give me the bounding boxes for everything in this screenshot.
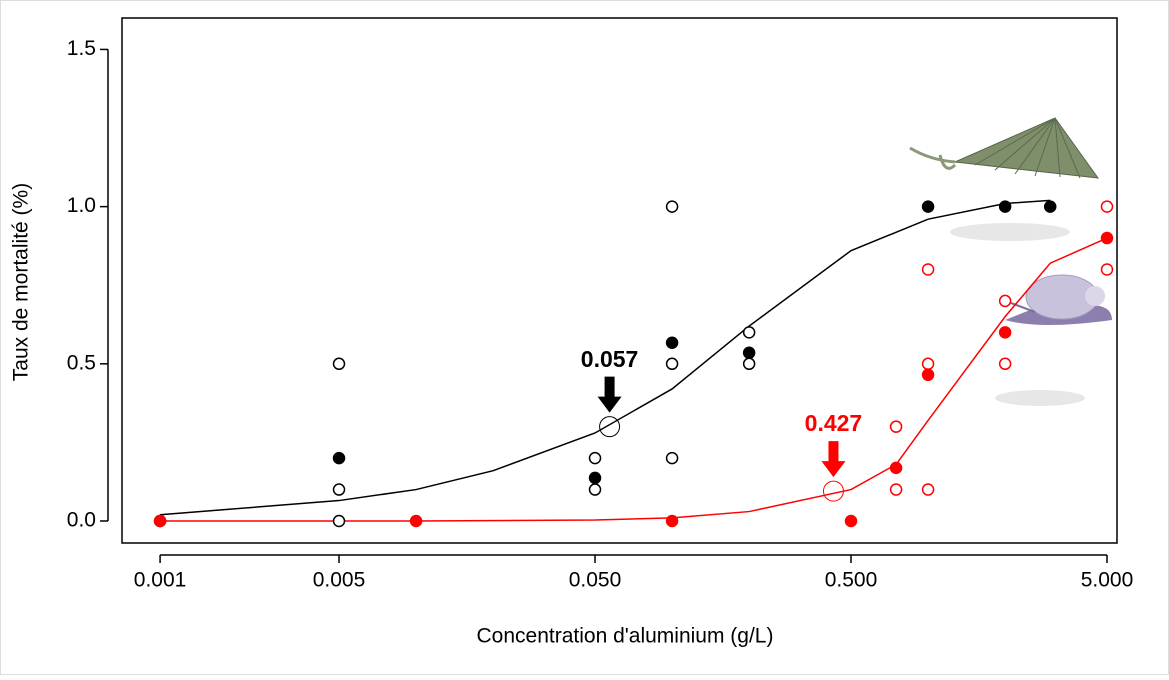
annotation-label: 0.427: [805, 410, 863, 436]
data-point: [889, 461, 903, 475]
ec50-marker: [599, 416, 621, 438]
fit-curve: [160, 237, 1108, 522]
data-point: [665, 451, 679, 465]
data-point: [332, 483, 346, 496]
data-point: [665, 514, 679, 528]
data-point: [153, 514, 167, 528]
data-point: [1100, 263, 1114, 276]
data-point: [1100, 231, 1114, 245]
data-point: [844, 514, 858, 528]
data-point: [921, 200, 935, 213]
ec50-marker: [822, 480, 844, 502]
data-point: [332, 357, 346, 371]
data-point: [1100, 200, 1114, 213]
y-tick-label: 0.5: [67, 351, 96, 374]
plot-box: [121, 17, 1118, 544]
annotation-arrow: [597, 376, 622, 413]
data-point: [742, 326, 756, 339]
fit-curve: [160, 199, 1051, 516]
data-point: [588, 471, 602, 485]
data-point: [921, 483, 935, 496]
x-tick-label: 0.500: [825, 569, 878, 592]
x-tick-label: 0.005: [313, 569, 366, 592]
data-point: [998, 326, 1012, 339]
data-point: [409, 514, 423, 528]
y-tick-label: 1.0: [67, 194, 96, 217]
data-point: [332, 451, 346, 465]
data-point: [921, 357, 935, 371]
y-tick-label: 0.0: [67, 509, 96, 532]
data-point: [889, 420, 903, 433]
y-axis-title: Taux de mortalité (%): [10, 183, 33, 381]
data-point: [665, 357, 679, 371]
x-tick-label: 5.000: [1081, 569, 1134, 592]
x-axis-title: Concentration d'aluminium (g/L): [477, 625, 774, 648]
data-point: [1043, 200, 1057, 213]
data-point: [332, 514, 346, 528]
data-point: [921, 368, 935, 382]
x-tick-label: 0.050: [569, 569, 622, 592]
data-point: [665, 200, 679, 213]
data-point: [588, 483, 602, 496]
data-point: [998, 357, 1012, 371]
data-point: [889, 483, 903, 496]
data-point: [921, 263, 935, 276]
annotation-arrow: [821, 441, 846, 478]
data-point: [665, 336, 679, 349]
data-point: [742, 357, 756, 371]
data-point: [742, 346, 756, 360]
x-tick-label: 0.001: [134, 569, 187, 592]
annotation-label: 0.057: [581, 346, 639, 372]
data-point: [588, 451, 602, 465]
y-tick-label: 1.5: [67, 37, 96, 60]
data-point: [998, 200, 1012, 213]
data-point: [998, 294, 1012, 308]
cone-shell-icon: [909, 117, 1100, 241]
